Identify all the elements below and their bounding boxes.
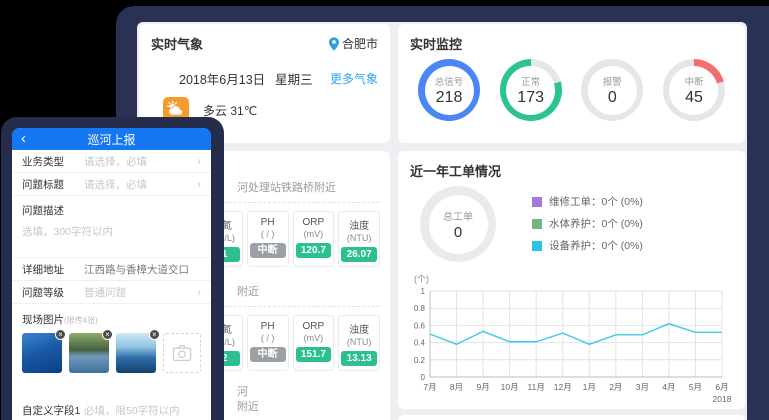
- weather-date: 2018年6月13日 星期三: [179, 73, 313, 87]
- city-selector[interactable]: 合肥市: [328, 35, 378, 52]
- svg-text:2月: 2月: [609, 382, 622, 392]
- svg-text:4月: 4月: [662, 382, 675, 392]
- sensor-value-badge: 26.07: [341, 247, 377, 262]
- svg-text:12月: 12月: [554, 382, 572, 392]
- field-issue-title[interactable]: 问题标题 请选择，必填 ›: [12, 173, 211, 196]
- gauge-total-signals: 总信号 218: [418, 59, 480, 121]
- site-photo[interactable]: ×: [22, 329, 66, 373]
- sensor-card: 浊度 (NTU) 26.07: [338, 211, 380, 267]
- camera-icon: [172, 345, 192, 361]
- sensor-value-badge: 中断: [249, 347, 286, 362]
- gauge-alarm: 报警 0: [581, 59, 644, 121]
- svg-text:2018: 2018: [713, 394, 732, 404]
- back-icon[interactable]: ‹: [21, 130, 26, 147]
- laptop-screen: 实时气象 合肥市 2018年6月13日 星期三 更多气象: [116, 6, 769, 420]
- sensor-value-badge: 151.7: [295, 347, 332, 362]
- chevron-right-icon: ›: [197, 285, 201, 299]
- site-photo[interactable]: ×: [68, 329, 113, 373]
- svg-text:1月: 1月: [583, 382, 596, 392]
- patrol-report-screen: ‹ 巡河上报 业务类型 请选择，必填 › 问题标题 请选择，必填 › 问题描述 …: [12, 128, 211, 420]
- sensor-card: PH( / ) 中断: [246, 211, 289, 267]
- sensor-card: ORP (mV) 151.7: [292, 315, 335, 371]
- svg-text:0.8: 0.8: [414, 304, 426, 313]
- page-title: 巡河上报: [87, 132, 136, 147]
- workorders-legend: 维修工单： 0个 (0%) 水体养护： 0个 (0%) 设备养护： 0个 (0%): [532, 194, 643, 262]
- city-label: 合肥市: [341, 37, 378, 51]
- svg-text:10月: 10月: [501, 382, 519, 392]
- svg-text:0: 0: [421, 373, 426, 382]
- legend-item: 设备养护： 0个 (0%): [532, 238, 643, 253]
- chevron-right-icon: ›: [197, 177, 201, 191]
- legend-swatch-equipment: [532, 240, 542, 251]
- more-weather-link[interactable]: 更多气象: [329, 72, 378, 86]
- remove-photo-icon[interactable]: ×: [101, 329, 113, 340]
- sensor-card: PH( / ) 中断: [246, 315, 289, 371]
- workorders-panel: 近一年工单情况 总工单 0 维修工单： 0个 (0%): [398, 151, 745, 409]
- workorders-title: 近一年工单情况: [410, 164, 502, 179]
- sensor-value-badge: 中断: [249, 243, 286, 258]
- svg-text:6月: 6月: [715, 382, 728, 392]
- dashed-divider: [149, 306, 380, 307]
- photos-label: 现场图片(限传4张): [22, 314, 98, 326]
- svg-text:5月: 5月: [689, 382, 702, 392]
- svg-text:9月: 9月: [476, 382, 489, 392]
- gauge-normal: 正常 173: [499, 59, 562, 121]
- site-photo[interactable]: ×: [115, 329, 160, 373]
- legend-item: 维修工单： 0个 (0%): [532, 194, 643, 209]
- dashboard: 实时气象 合肥市 2018年6月13日 星期三 更多气象: [137, 22, 747, 420]
- location-pin-icon: [328, 36, 339, 51]
- total-workorders-donut: 总工单 0: [420, 186, 496, 262]
- phone-mockup: ‹ 巡河上报 业务类型 请选择，必填 › 问题标题 请选择，必填 › 问题描述 …: [1, 117, 224, 420]
- sensor-card: ORP (mV) 120.7: [292, 211, 335, 267]
- photos-row: × × ×: [12, 329, 211, 379]
- legend-swatch-repair: [532, 196, 542, 207]
- weather-title: 实时气象: [151, 37, 204, 52]
- station-title: 附近: [237, 286, 259, 298]
- station-title: 河: [237, 386, 248, 398]
- app-header: ‹ 巡河上报: [12, 128, 211, 150]
- monitor-panel: 实时监控 总信号 218 正常 173 报警 0 中断 45: [398, 24, 745, 143]
- monitor-title: 实时监控: [410, 37, 463, 52]
- svg-text:8月: 8月: [450, 382, 463, 392]
- station-title-line2: 附近: [237, 401, 259, 413]
- remove-photo-icon[interactable]: ×: [54, 329, 66, 340]
- legend-item: 水体养护： 0个 (0%): [532, 216, 643, 231]
- add-photo-button[interactable]: [162, 333, 201, 373]
- svg-text:11月: 11月: [528, 382, 545, 392]
- svg-text:1: 1: [421, 287, 426, 296]
- sensor-card: 浊度 (NTU) 13.13: [338, 315, 380, 371]
- station-section: 附近 氨氮(mg/L) 42 PH( / ) 中断 ORP(mV): [149, 283, 380, 371]
- y-axis-unit: (个): [414, 274, 429, 284]
- bottom-panel-edge: [398, 415, 745, 420]
- weather-condition: 多云 31℃: [203, 103, 258, 118]
- station-title: 河处理站铁路桥附近: [237, 182, 336, 194]
- sensor-value-badge: 13.13: [341, 351, 377, 366]
- svg-text:0.6: 0.6: [414, 321, 426, 330]
- svg-text:7月: 7月: [423, 382, 436, 392]
- gauge-interrupted: 中断 45: [662, 59, 725, 121]
- svg-text:0.4: 0.4: [414, 339, 426, 348]
- dashed-divider: [149, 202, 380, 203]
- line-chart: 0 0.2 0.4 0.6 0.8 1 7月 8月 9月 10月 11月 12月 1月 2月 3月 4月 5月 6…: [414, 287, 732, 404]
- field-business-type[interactable]: 业务类型 请选择，必填 ›: [12, 150, 211, 173]
- field-address[interactable]: 详细地址 江西路与香樟大道交口: [12, 258, 211, 281]
- field-custom-1[interactable]: 自定义字段1 必填，限50字符以内: [12, 399, 211, 420]
- svg-text:0.2: 0.2: [414, 356, 426, 365]
- remove-photo-icon[interactable]: ×: [148, 329, 160, 340]
- sensor-value-badge: 120.7: [295, 243, 332, 258]
- station-section: 河 附近 PH( / ) 中断 ORP(mV) 91.44 浊度(: [149, 385, 380, 420]
- field-issue-level[interactable]: 问题等级 普通问题 ›: [12, 281, 211, 304]
- svg-text:3月: 3月: [636, 382, 649, 392]
- chevron-right-icon: ›: [197, 154, 201, 168]
- legend-swatch-water: [532, 218, 542, 229]
- field-description[interactable]: 问题描述 选填，300字符以内: [12, 196, 211, 258]
